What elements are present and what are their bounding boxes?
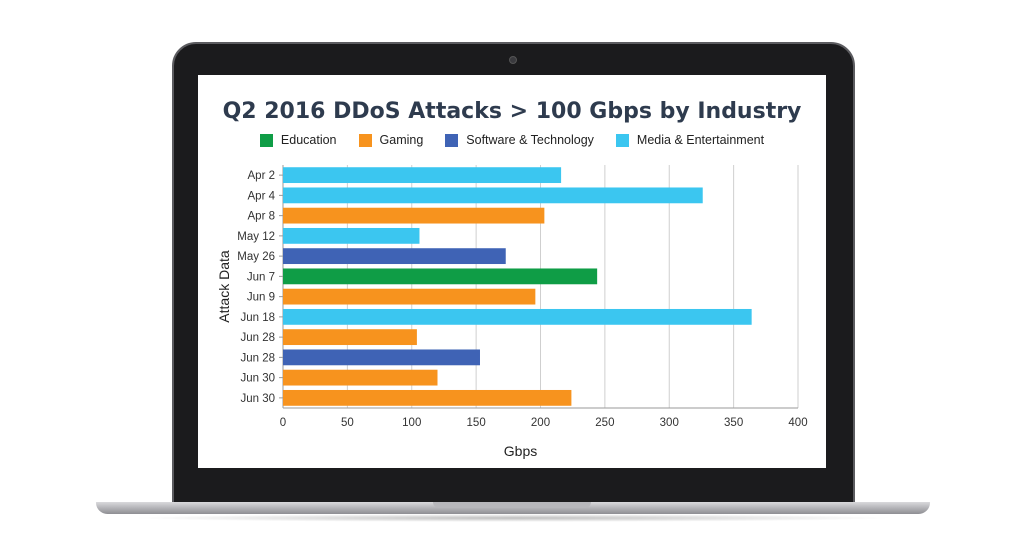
y-axis-title: Attack Data [216,250,232,323]
x-tick-label: 100 [402,417,421,429]
y-tick-label: Apr 4 [248,190,276,202]
y-tick-label: Jun 28 [240,332,275,344]
bar [283,288,536,305]
bar [283,268,598,285]
bar [283,227,420,244]
laptop-shadow [130,514,896,522]
x-tick-label: 200 [531,417,550,429]
y-tick-label: Apr 2 [248,170,276,182]
bar [283,349,480,366]
laptop-base-notch [433,502,591,508]
legend-label: Education [280,133,337,147]
x-tick-label: 150 [467,417,486,429]
legend-swatch [358,133,372,147]
laptop-screen: Q2 2016 DDoS Attacks > 100 Gbps by Indus… [198,75,826,468]
y-tick-label: May 12 [237,231,275,243]
x-tick-label: 50 [341,417,354,429]
bar [283,207,545,224]
x-tick-label: 300 [660,417,679,429]
x-tick-label: 350 [724,417,743,429]
x-axis-title: Gbps [504,443,537,459]
chart-title: Q2 2016 DDoS Attacks > 100 Gbps by Indus… [222,99,802,124]
legend-item: Gaming [358,133,424,147]
y-tick-label: Apr 8 [248,211,276,223]
x-tick-label: 400 [788,417,807,429]
legend-swatch [445,133,459,147]
y-tick-label: Jun 7 [247,271,275,283]
y-tick-label: Jun 9 [247,292,275,304]
bar [283,369,438,386]
y-tick-label: May 26 [237,251,275,263]
laptop-base [96,502,930,514]
legend-item: Education [259,133,337,147]
y-tick-label: Jun 18 [240,312,275,324]
bar [283,308,752,325]
legend-swatch [615,133,629,147]
x-tick-label: 250 [595,417,614,429]
legend-label: Software & Technology [466,133,594,147]
bar [283,389,572,406]
y-tick-label: Jun 30 [240,373,275,385]
bar [283,187,703,204]
bar [283,248,506,265]
camera-icon [509,56,517,64]
legend-item: Software & Technology [445,133,594,147]
legend-label: Gaming [379,133,424,147]
bar [283,167,562,184]
bar-chart: 0 50 100 150 200 250 300 350 400 Apr 2 Apr 4 Apr 8 M… [216,165,808,459]
chart-legend: Education Gaming Software & Technology Medi… [198,133,826,147]
legend-item: Media & Entertainment [615,133,765,147]
y-tick-label: Jun 30 [240,393,275,405]
legend-swatch [259,133,273,147]
x-tick-label: 0 [280,417,286,429]
y-tick-label: Jun 28 [240,352,275,364]
legend-label: Media & Entertainment [636,133,765,147]
bar [283,329,417,346]
